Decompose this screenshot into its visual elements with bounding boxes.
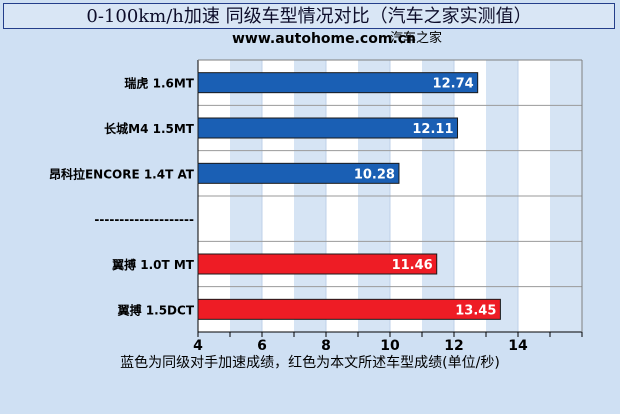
category-label: 翼搏 1.0T MT: [111, 257, 195, 272]
bar-value-label: 12.74: [433, 77, 474, 92]
chart-title: 0-100km/h加速 同级车型情况对比（汽车之家实测值）: [86, 6, 532, 27]
title-bar: 0-100km/h加速 同级车型情况对比（汽车之家实测值）: [3, 3, 615, 29]
category-label: 瑞虎 1.6MT: [124, 76, 194, 91]
bar: [197, 298, 501, 320]
category-label: 昂科拉ENCORE 1.4T AT: [49, 166, 195, 181]
bar-value-label: 12.11: [412, 122, 453, 137]
category-label: 翼搏 1.5DCT: [117, 302, 195, 317]
x-tick-label: 4: [193, 338, 203, 354]
bar: [197, 253, 438, 275]
category-label: --------------------: [94, 213, 194, 227]
footnote: 蓝色为同级对手加速成绩，红色为本文所述车型成绩(单位/秒): [120, 355, 500, 371]
x-tick-label: 14: [508, 338, 528, 354]
x-tick-label: 6: [257, 338, 267, 354]
x-tick-label: 10: [380, 338, 400, 354]
bar: [197, 72, 479, 94]
bar-value-label: 11.46: [392, 258, 433, 273]
x-tick-label: 12: [444, 338, 463, 354]
bar-value-label: 13.45: [455, 303, 496, 318]
bar: [197, 117, 459, 139]
bar-value-label: 10.28: [354, 167, 395, 182]
source-label: 汽车之家: [389, 31, 442, 46]
bar: [197, 162, 400, 184]
category-label: 长城M4 1.5MT: [104, 121, 195, 136]
source-url: www.autohome.com.cn: [232, 31, 417, 47]
x-tick-label: 8: [321, 338, 331, 354]
